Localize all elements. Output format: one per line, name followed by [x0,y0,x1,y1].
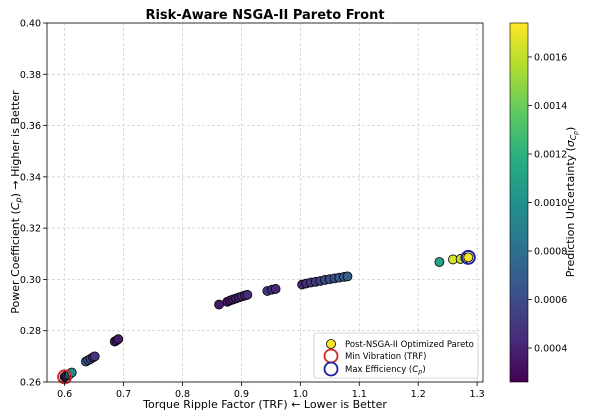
data-points [59,252,474,382]
pareto-point [214,299,224,310]
colorbar-tick-label: 0.0016 [534,52,567,63]
x-tick-label: 1.2 [411,389,426,400]
chart-title: Risk-Aware NSGA-II Pareto Front [145,8,384,23]
legend-marker-max-efficiency [323,361,339,377]
x-tick-label: 1.3 [470,389,485,400]
left-arrow-icon: ← [291,398,300,411]
y-tick-label: 0.40 [20,19,41,30]
colorbar-tick-label: 0.0004 [534,344,567,355]
colorbar-tick-label: 0.0010 [534,198,567,209]
legend-label-max-efficiency: Max Efficiency (Cp) [345,365,426,376]
colorbar-tick-label: 0.0014 [534,101,567,112]
y-tick-label: 0.32 [20,224,41,235]
y-tick-label: 0.30 [20,275,41,286]
max-efficiency-marker [460,249,476,265]
x-tick-label: 1.1 [352,389,367,400]
legend: Post-NSGA-II Optimized Pareto Min Vibrat… [313,332,479,379]
y-tick-label: 0.26 [20,378,41,389]
pareto-point [434,257,445,267]
legend-box [313,332,479,379]
pareto-point [242,289,253,300]
legend-label-pareto: Post-NSGA-II Optimized Pareto [345,340,474,350]
x-tick-label: 0.8 [175,389,190,400]
x-axis-label: Torque Ripple Factor (TRF) ← Lower is Be… [142,398,387,411]
legend-label-min-vibration: Min Vibration (TRF) [345,352,426,362]
colorbar-gradient [509,22,529,383]
colorbar: 0.0004 0.0006 0.0008 0.0010 0.0012 0.0014 0.00… [509,22,580,383]
pareto-point [89,351,100,362]
legend-marker-pareto [326,339,336,349]
legend-entry-pareto: Post-NSGA-II Optimized Pareto [326,339,474,350]
y-axis-ticks: 0.26 0.28 0.30 0.32 0.34 0.36 0.38 0.40 [20,19,47,389]
colorbar-tick-label: 0.0012 [534,149,567,160]
colorbar-ticks: 0.0004 0.0006 0.0008 0.0010 0.0012 0.0014 0.00… [528,52,567,355]
pareto-point [270,284,281,294]
x-tick-label: 0.7 [116,389,131,400]
y-tick-label: 0.28 [20,326,41,337]
pareto-point [463,252,474,263]
right-arrow-icon: → [9,180,22,189]
y-tick-label: 0.38 [20,70,41,81]
legend-entry-max-efficiency: Max Efficiency (Cp) [323,361,426,377]
y-tick-label: 0.34 [20,172,41,183]
colorbar-tick-label: 0.0006 [534,295,567,306]
y-tick-label: 0.36 [20,121,41,132]
pareto-point [113,334,124,345]
x-tick-label: 0.6 [57,389,72,400]
colorbar-tick-label: 0.0008 [534,247,567,258]
x-tick-label: 0.9 [234,389,249,400]
x-axis-ticks: 0.6 0.7 0.8 0.9 1.0 1.1 1.2 1.3 [57,382,485,400]
grid-lines [47,22,483,383]
colorbar-label: Prediction Uncertainty (σCp) [564,127,580,278]
x-tick-label: 1.0 [293,389,308,400]
pareto-point [342,271,353,282]
plot-frame [46,22,484,383]
y-axis-label: Power Coefficient (Cp) → Higher is Bette… [9,90,23,314]
